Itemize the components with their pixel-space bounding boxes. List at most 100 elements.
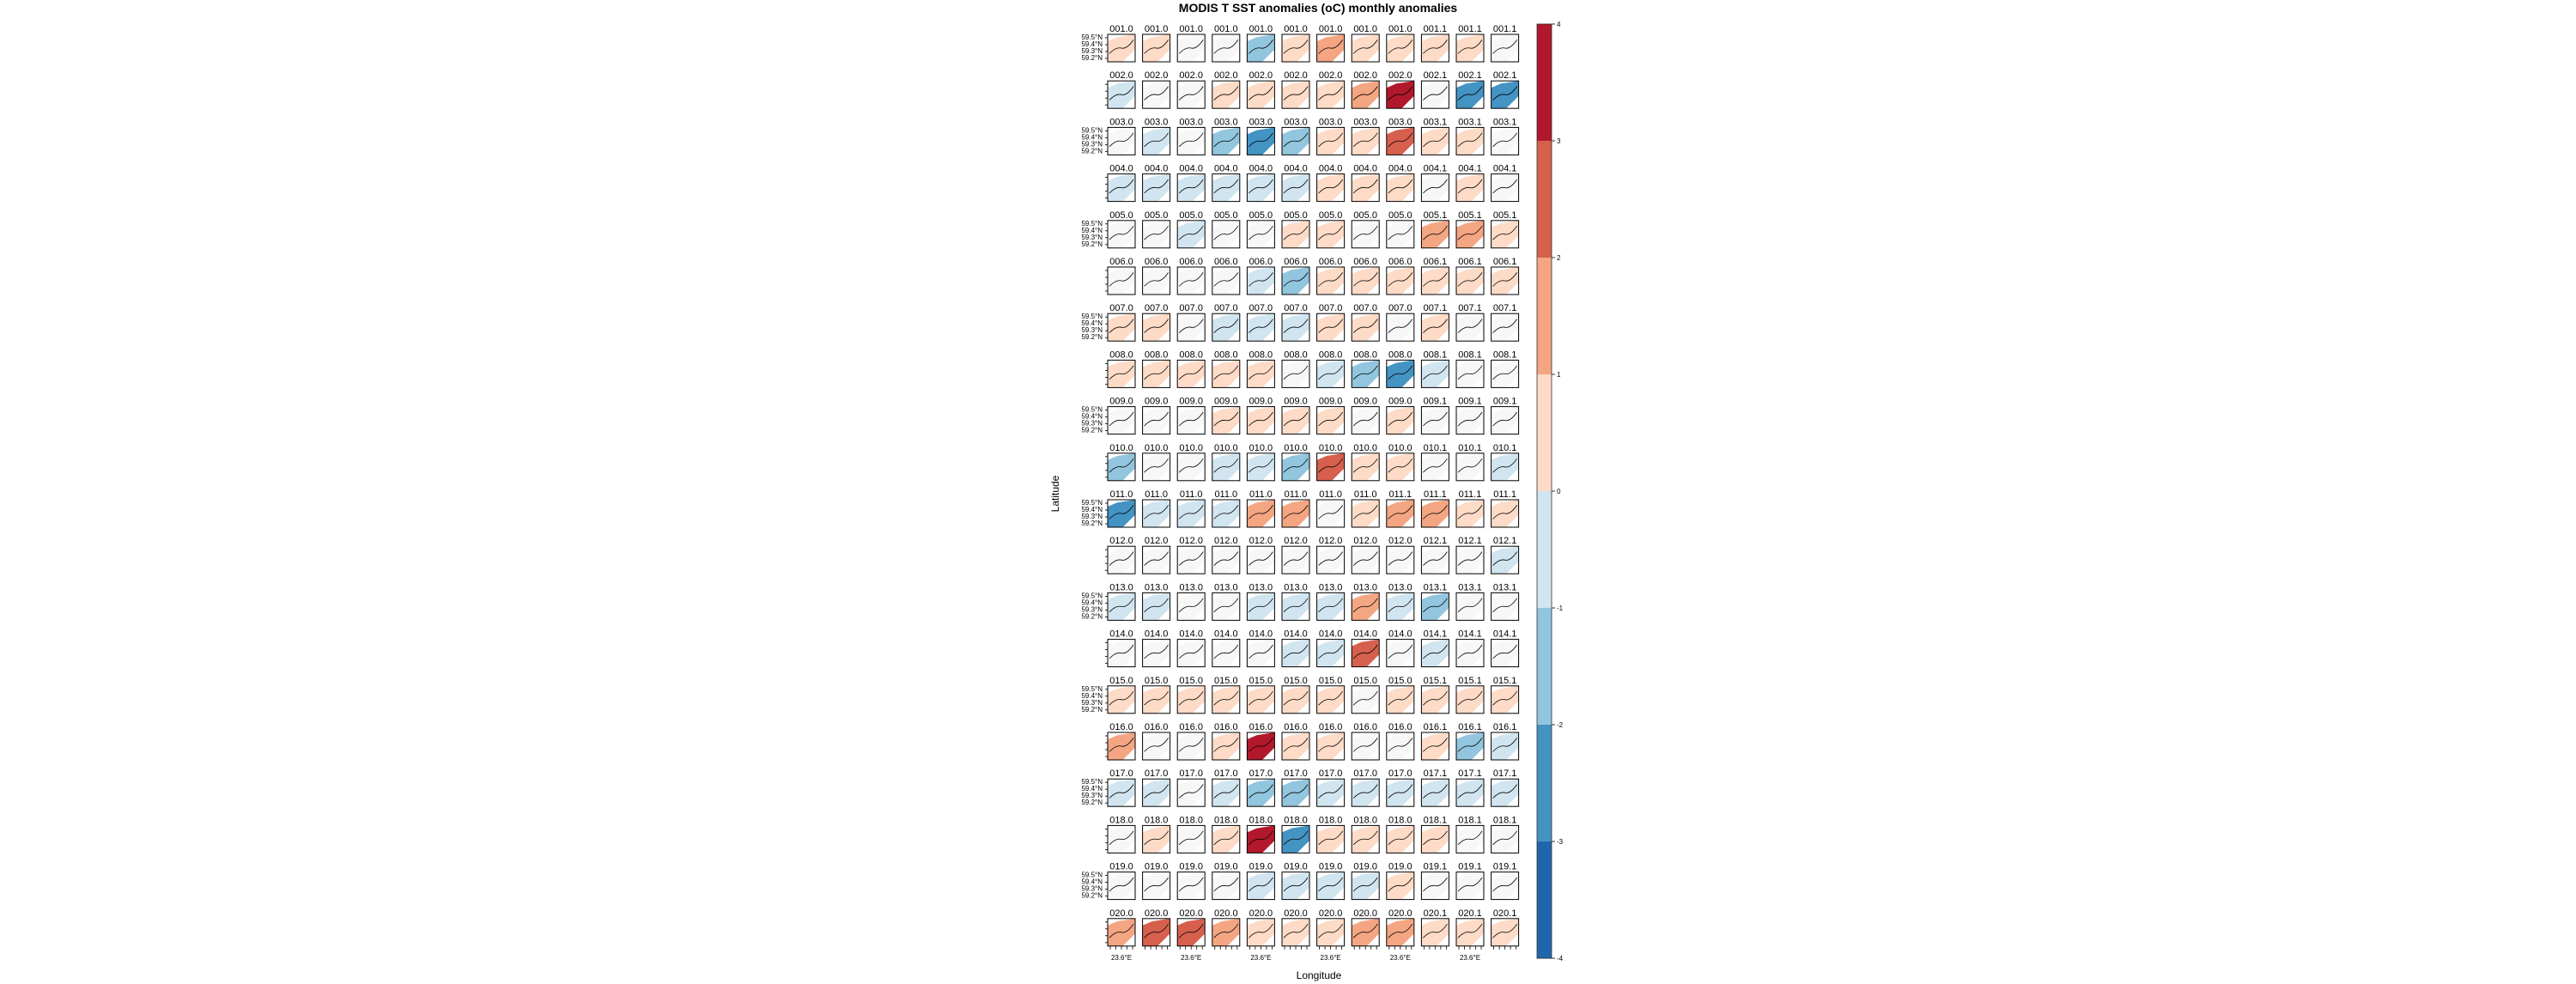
panel-label: 012.0 (1214, 536, 1238, 546)
panel-frame (1386, 126, 1415, 155)
coastline (1352, 830, 1378, 846)
map-panel: 015.0 (1351, 676, 1380, 714)
panel-label: 009.1 (1458, 397, 1482, 407)
panel-label: 006.0 (1109, 257, 1133, 267)
panel-label: 016.1 (1458, 722, 1482, 732)
panel-label: 018.1 (1424, 815, 1448, 825)
panel-label: 008.0 (1179, 349, 1203, 360)
coastline (1492, 598, 1517, 613)
panel-label: 016.1 (1493, 722, 1517, 732)
panel-label: 015.0 (1109, 676, 1133, 686)
map-panel: 020.1 (1491, 908, 1520, 947)
panel-label: 020.1 (1458, 908, 1482, 919)
panel-label: 013.0 (1249, 582, 1273, 592)
y-tick-label: 59.4°N (1081, 133, 1103, 141)
map-panel: 008.0 (1386, 349, 1415, 388)
y-tick-label: 59.3°N (1081, 885, 1103, 893)
map-panel: 014.1 (1491, 629, 1520, 668)
panel-frame (1386, 359, 1415, 388)
panel-frame (1386, 824, 1415, 853)
coastline (1178, 598, 1204, 613)
panel-label: 003.1 (1493, 117, 1517, 127)
map-panel: 002.0 (1105, 70, 1136, 109)
map-panel: 009.1 (1491, 397, 1520, 435)
panel-frame (1107, 453, 1136, 482)
panel-frame (1107, 33, 1136, 63)
panel-frame (1281, 778, 1310, 807)
map-panel: 016.0 (1281, 722, 1310, 761)
coastline (1249, 923, 1273, 938)
coastline (1144, 319, 1169, 333)
y-tick-label: 59.5°N (1081, 778, 1103, 786)
panel-label: 008.0 (1388, 349, 1413, 360)
coastline (1178, 319, 1204, 333)
coastline (1388, 319, 1413, 333)
panel-label: 010.1 (1424, 443, 1448, 453)
panel-frame (1491, 266, 1520, 295)
panel-label: 008.1 (1493, 349, 1517, 360)
y-tick-label: 59.2°N (1081, 612, 1103, 620)
coastline (1213, 598, 1239, 613)
coastline (1109, 505, 1134, 519)
coastline (1249, 365, 1273, 380)
map-panel: 015.1 (1455, 676, 1485, 714)
coastline (1213, 458, 1239, 473)
coastline (1318, 505, 1343, 519)
panel-label: 001.0 (1319, 24, 1343, 34)
panel-frame (1351, 592, 1380, 621)
map-panel: 004.0 (1212, 164, 1241, 203)
panel-frame (1491, 499, 1520, 528)
panel-label: 004.0 (1284, 164, 1308, 174)
panel-frame (1107, 778, 1136, 807)
panel-frame (1491, 406, 1520, 435)
map-panel: 008.0 (1246, 349, 1275, 388)
panel-frame (1246, 499, 1275, 528)
map-panel: 007.0 (1142, 303, 1171, 342)
map-panel: 019.0 (1105, 862, 1136, 901)
map-panel: 005.0 (1142, 210, 1171, 249)
map-panel: 006.1 (1491, 257, 1520, 295)
panel-label: 011.0 (1145, 489, 1168, 500)
coastline (1213, 551, 1239, 566)
map-panel: 001.0 (1316, 24, 1346, 63)
panel-label: 014.0 (1353, 629, 1377, 640)
panel-label: 012.0 (1145, 536, 1169, 546)
panel-label: 013.1 (1458, 582, 1482, 592)
y-tick-label: 59.5°N (1081, 592, 1103, 599)
panel-frame (1246, 359, 1275, 388)
panel-frame (1420, 359, 1449, 388)
map-panel: 011.0 (1246, 489, 1275, 528)
panel-label: 006.0 (1179, 257, 1203, 267)
panel-label: 010.0 (1249, 443, 1273, 453)
panel-frame (1316, 313, 1346, 342)
panel-label: 015.0 (1214, 676, 1238, 686)
map-panel: 009.0 (1176, 397, 1206, 435)
map-panel: 011.0 (1176, 489, 1206, 528)
panel-label: 006.0 (1214, 257, 1238, 267)
colorbar-band (1537, 374, 1552, 492)
panel-label: 001.0 (1284, 24, 1308, 34)
panel-frame (1176, 778, 1206, 807)
panel-label: 014.1 (1458, 629, 1482, 640)
map-panel: 002.0 (1351, 70, 1380, 109)
coastline (1388, 86, 1413, 100)
coastline (1318, 551, 1343, 566)
panel-frame (1455, 313, 1485, 342)
map-panel: 003.0 (1176, 117, 1206, 155)
map-panel: 002.0 (1246, 70, 1275, 109)
panel-frame (1491, 453, 1520, 482)
map-panel: 017.0 (1281, 768, 1310, 807)
coastline (1109, 132, 1134, 148)
map-panel: 003.0 (1386, 117, 1415, 155)
coastline (1144, 505, 1169, 519)
map-panel: 020.0 (1212, 908, 1241, 947)
panel-frame (1142, 220, 1171, 249)
coastline (1457, 179, 1483, 194)
coastline (1423, 458, 1448, 473)
panel-label: 016.0 (1353, 722, 1377, 732)
colorbar-tick-label: 2 (1557, 254, 1561, 262)
coastline (1213, 738, 1239, 752)
coastline (1352, 923, 1378, 938)
panel-frame (1107, 499, 1136, 528)
map-panel: 004.1 (1491, 164, 1520, 203)
